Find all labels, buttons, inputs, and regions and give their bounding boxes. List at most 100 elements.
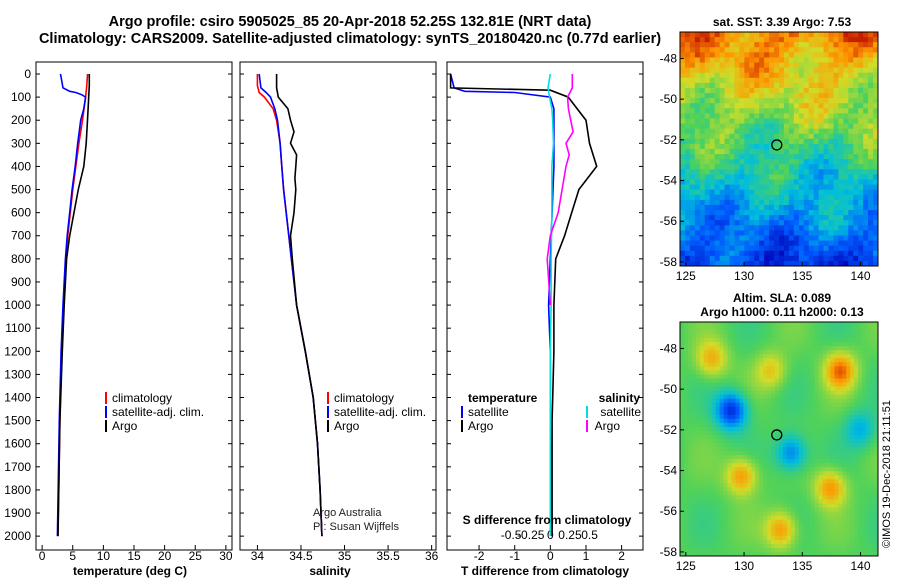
altimetry-cell [696, 358, 700, 362]
sst-cell [749, 139, 754, 144]
altimetry-cell [767, 520, 771, 524]
sst-cell [853, 57, 858, 62]
sst-cell [715, 215, 720, 220]
sst-cell [853, 134, 858, 139]
altimetry-cell [731, 407, 735, 411]
altimetry-cell [731, 358, 735, 362]
altimetry-cell [779, 475, 783, 479]
altimetry-cell [759, 350, 763, 354]
altimetry-cell [834, 391, 838, 395]
sst-cell [868, 225, 873, 230]
altimetry-cell [700, 524, 704, 528]
altimetry-cell [696, 475, 700, 479]
altimetry-cell [680, 370, 684, 374]
sst-cell [695, 108, 700, 113]
sst-cell [764, 159, 769, 164]
altimetry-cell [696, 427, 700, 431]
altimetry-cell [731, 540, 735, 544]
altimetry-cell [743, 330, 747, 334]
altimetry-cell [795, 487, 799, 491]
altimetry-cell [763, 326, 767, 330]
sst-cell [749, 190, 754, 195]
altimetry-cell [771, 447, 775, 451]
altimetry-cell [834, 508, 838, 512]
sst-cell [779, 37, 784, 42]
altimetry-cell [842, 516, 846, 520]
sst-cell [734, 190, 739, 195]
sst-cell [843, 180, 848, 185]
altimetry-cell [862, 419, 866, 423]
altimetry-cell [811, 322, 815, 326]
altimetry-cell [688, 366, 692, 370]
altimetry-cell [846, 334, 850, 338]
altimetry-cell [795, 383, 799, 387]
altimetry-cell [830, 334, 834, 338]
altimetry-cell [846, 362, 850, 366]
altimetry-cell [684, 403, 688, 407]
altimetry-cell [739, 471, 743, 475]
altimetry-cell [759, 483, 763, 487]
altimetry-cell [720, 439, 724, 443]
sst-cell [848, 154, 853, 159]
altimetry-cell [842, 524, 846, 528]
altimetry-cell [700, 475, 704, 479]
altimetry-cell [728, 354, 732, 358]
altimetry-cell [819, 342, 823, 346]
sst-cell [680, 47, 685, 52]
altimetry-cell [700, 350, 704, 354]
sst-cell [794, 190, 799, 195]
altimetry-cell [834, 354, 838, 358]
sst-cell [710, 134, 715, 139]
sst-cell [789, 78, 794, 83]
altimetry-cell [731, 528, 735, 532]
altimetry-cell [704, 435, 708, 439]
altimetry-cell [811, 423, 815, 427]
altimetry-cell [747, 443, 751, 447]
sst-cell [730, 98, 735, 103]
altimetry-cell [823, 362, 827, 366]
altimetry-cell [815, 487, 819, 491]
altimetry-cell [763, 374, 767, 378]
altimetry-cell [795, 435, 799, 439]
altimetry-cell [728, 520, 732, 524]
altimetry-cell [795, 459, 799, 463]
altimetry-cell [700, 419, 704, 423]
altimetry-cell [708, 354, 712, 358]
altimetry-cell [688, 544, 692, 548]
sst-cell [739, 32, 744, 37]
sst-cell [789, 180, 794, 185]
sst-cell [695, 57, 700, 62]
altimetry-cell [712, 419, 716, 423]
sst-cell [764, 124, 769, 129]
sst-cell [824, 57, 829, 62]
altimetry-cell [795, 508, 799, 512]
altimetry-cell [870, 439, 874, 443]
legend-label-s-argo: Argo [595, 419, 621, 433]
sst-cell [819, 113, 824, 118]
sst-cell [853, 235, 858, 240]
sst-cell [749, 235, 754, 240]
sst-cell [754, 103, 759, 108]
altimetry-cell [751, 387, 755, 391]
altimetry-cell [771, 391, 775, 395]
altimetry-cell [684, 483, 688, 487]
altimetry-cell [775, 330, 779, 334]
altimetry-cell [803, 338, 807, 342]
altimetry-cell [838, 383, 842, 387]
altimetry-cell [728, 374, 732, 378]
altimetry-cell [684, 504, 688, 508]
sst-cell [863, 52, 868, 57]
altimetry-cell [834, 447, 838, 451]
sst-cell [690, 98, 695, 103]
altimetry-cell [866, 358, 870, 362]
sst-cell [690, 103, 695, 108]
altimetry-cell [795, 423, 799, 427]
altimetry-cell [700, 451, 704, 455]
altimetry-cell [807, 524, 811, 528]
sst-cell [730, 174, 735, 179]
altimetry-cell [823, 548, 827, 552]
altimetry-cell [739, 407, 743, 411]
sst-cell [720, 225, 725, 230]
altimetry-cell [735, 346, 739, 350]
altimetry-cell [803, 411, 807, 415]
